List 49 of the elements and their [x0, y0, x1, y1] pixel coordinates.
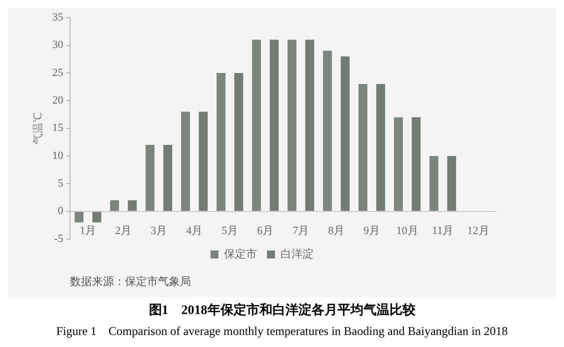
bar: [429, 156, 438, 211]
bar: [376, 84, 386, 211]
bar: [252, 40, 261, 211]
bar: [447, 156, 456, 211]
bar: [110, 200, 119, 211]
y-tick-label: 25: [52, 66, 64, 79]
bar: [216, 72, 226, 211]
bar: [163, 144, 172, 211]
x-tick-label: 10月: [396, 224, 418, 237]
y-tick-label: 0: [58, 205, 64, 218]
y-axis-title: 气温℃: [32, 112, 44, 144]
bar: [92, 212, 102, 222]
source-note: 数据来源：保定市气象局: [70, 274, 192, 289]
bar: [198, 112, 208, 211]
y-tick-label: 15: [52, 122, 64, 134]
x-tick-label: 5月: [222, 224, 238, 237]
bar: [288, 40, 296, 211]
y-tick-label: 30: [52, 39, 64, 52]
x-tick-label: 9月: [364, 224, 380, 237]
y-tick-label: 10: [52, 150, 64, 162]
bar: [146, 144, 154, 211]
x-tick-label: 12月: [467, 224, 490, 237]
text: Figure 1 Comparison of average monthly temperatures in Baoding and Baiyangdian in 2018: [55, 323, 509, 340]
bar: [234, 72, 244, 211]
bar: [74, 212, 84, 222]
x-tick-label: 3月: [150, 224, 168, 237]
bar: [358, 84, 368, 211]
x-tick-label: 7月: [292, 224, 310, 237]
x-tick-label: 2月: [115, 224, 132, 237]
bar: [270, 40, 279, 211]
bar: [340, 56, 350, 211]
bar: [181, 112, 190, 211]
y-tick-label: 35: [52, 11, 64, 24]
x-tick-label: 1月: [80, 224, 96, 237]
bar: [128, 200, 137, 211]
x-tick-label: 6月: [257, 224, 274, 237]
x-tick-label: 4月: [186, 224, 203, 237]
x-tick-label: 8月: [328, 224, 345, 237]
bar: [394, 117, 403, 211]
legend-label: 白洋淀: [280, 247, 314, 260]
legend-label: 保定市: [224, 247, 257, 260]
y-tick-label: 5: [58, 178, 64, 190]
bar: [305, 40, 314, 211]
y-tick-label: -5: [54, 232, 64, 245]
bar: [323, 50, 332, 211]
bar: [412, 117, 421, 211]
x-tick-label: 11月: [432, 224, 454, 237]
y-tick-label: 20: [52, 94, 64, 107]
text: 图1 2018年保定市和白洋淀各月平均气温比较: [148, 301, 416, 319]
